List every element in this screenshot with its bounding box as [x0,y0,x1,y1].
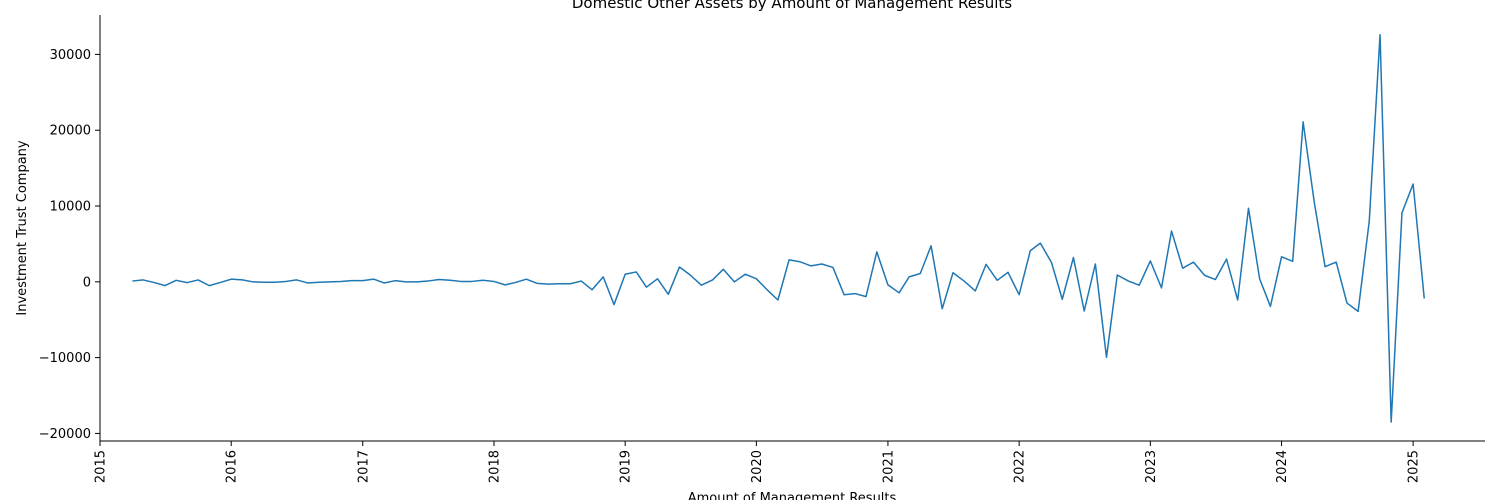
x-axis-label: Amount of Management Results [688,491,897,500]
y-axis-label: Investment Trust Company [15,140,30,316]
series-line [132,33,1425,423]
x-tick-label: 2017 [356,450,371,483]
x-tick-label: 2024 [1275,450,1290,483]
x-ticks: 2015 2016 2017 2018 2019 2020 2021 2022 2023 2024… [94,441,1422,483]
y-tick-label: −20000 [39,427,91,442]
y-tick-label: 30000 [50,48,91,63]
x-tick-label: 2015 [94,450,109,483]
x-tick-label: 2022 [1013,450,1028,483]
y-tick-label: 20000 [50,124,91,139]
x-tick-label: 2021 [881,450,896,483]
y-tick-label: −10000 [39,351,91,366]
x-tick-label: 2018 [487,450,502,483]
y-ticks: 30000 20000 10000 0 −10000 −20000 [39,48,100,442]
x-tick-label: 2023 [1144,450,1159,483]
chart-title: Domestic Other Assets by Amount of Manag… [572,0,1012,12]
x-tick-label: 2020 [750,450,765,483]
series-layer [132,33,1425,423]
x-tick-label: 2025 [1407,450,1422,483]
x-tick-label: 2016 [225,450,240,483]
y-tick-label: 0 [83,275,91,290]
y-tick-label: 10000 [50,200,91,215]
x-tick-label: 2019 [619,450,634,483]
